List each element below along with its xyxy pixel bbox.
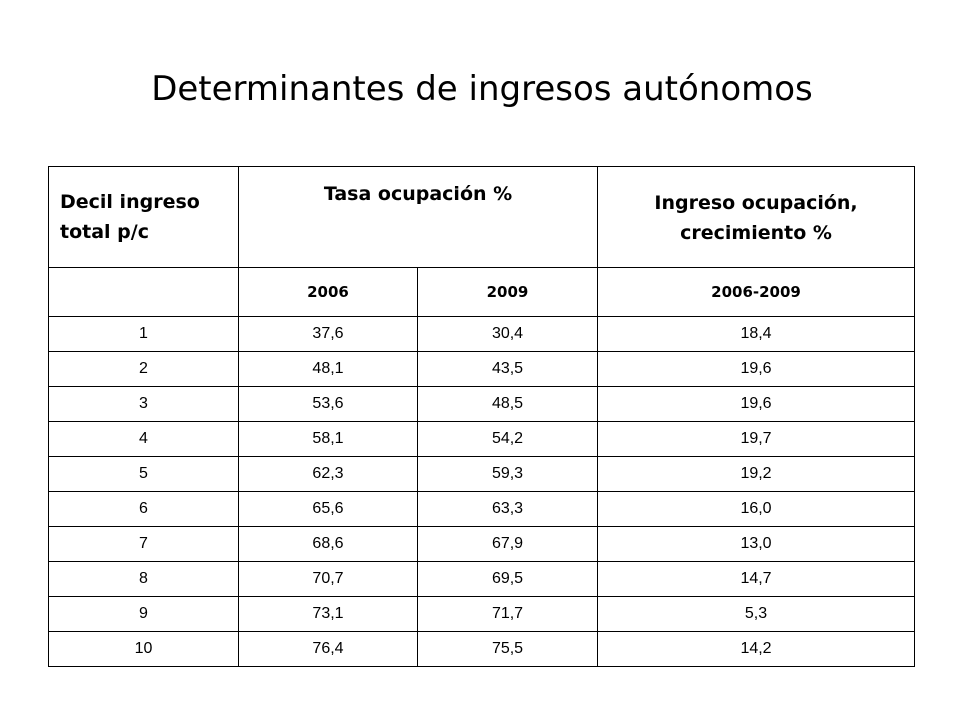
table-row: 5 62,3 59,3 19,2 [48,456,916,492]
cell-growth: 18,4 [597,316,916,352]
cell-rate-2006: 76,4 [238,631,418,667]
table-row: 4 58,1 54,2 19,7 [48,421,916,457]
cell-decile: 6 [48,491,239,527]
cell-rate-2009: 69,5 [416,561,599,597]
cell-rate-2006: 37,6 [238,316,418,352]
cell-rate-2006: 65,6 [238,491,418,527]
cell-rate-2009: 43,5 [416,351,599,387]
cell-rate-2006: 70,7 [238,561,418,597]
income-determinants-table: Decil ingreso total p/c Tasa ocupación %… [48,166,916,667]
subheader-decile [48,267,239,317]
cell-growth: 13,0 [597,526,916,562]
cell-growth: 19,2 [597,456,916,492]
cell-decile: 1 [48,316,239,352]
cell-growth: 5,3 [597,596,916,632]
cell-rate-2009: 59,3 [416,456,599,492]
cell-rate-2009: 71,7 [416,596,599,632]
table-row: 2 48,1 43,5 19,6 [48,351,916,387]
table-row: 6 65,6 63,3 16,0 [48,491,916,527]
cell-rate-2006: 68,6 [238,526,418,562]
table-row: 10 76,4 75,5 14,2 [48,631,916,667]
cell-decile: 7 [48,526,239,562]
cell-decile: 4 [48,421,239,457]
table-row: 3 53,6 48,5 19,6 [48,386,916,422]
cell-decile: 10 [48,631,239,667]
table-row: 1 37,6 30,4 18,4 [48,316,916,352]
cell-rate-2009: 48,5 [416,386,599,422]
cell-growth: 19,6 [597,386,916,422]
cell-rate-2009: 54,2 [416,421,599,457]
cell-growth: 19,6 [597,351,916,387]
table-row: 9 73,1 71,7 5,3 [48,596,916,632]
cell-growth: 14,2 [597,631,916,667]
cell-decile: 9 [48,596,239,632]
cell-decile: 8 [48,561,239,597]
subheader-year-2009: 2009 [416,267,599,317]
cell-rate-2006: 58,1 [238,421,418,457]
cell-decile: 3 [48,386,239,422]
cell-decile: 2 [48,351,239,387]
cell-rate-2006: 53,6 [238,386,418,422]
table-subheader-row: 2006 2009 2006-2009 [48,267,916,317]
cell-rate-2009: 75,5 [416,631,599,667]
header-decile: Decil ingreso total p/c [48,166,239,268]
table-row: 7 68,6 67,9 13,0 [48,526,916,562]
cell-rate-2006: 48,1 [238,351,418,387]
cell-decile: 5 [48,456,239,492]
slide-title: Determinantes de ingresos autónomos [151,69,813,109]
subheader-year-2006: 2006 [238,267,418,317]
cell-growth: 16,0 [597,491,916,527]
cell-rate-2009: 30,4 [416,316,599,352]
cell-rate-2006: 62,3 [238,456,418,492]
cell-rate-2009: 67,9 [416,526,599,562]
cell-growth: 14,7 [597,561,916,597]
cell-rate-2006: 73,1 [238,596,418,632]
header-income-growth: Ingreso ocupación, crecimiento % [597,166,916,268]
cell-rate-2009: 63,3 [416,491,599,527]
header-employment-rate: Tasa ocupación % [237,166,599,268]
table-header-row: Decil ingreso total p/c Tasa ocupación %… [48,166,916,268]
table-row: 8 70,7 69,5 14,7 [48,561,916,597]
subheader-period: 2006-2009 [597,267,916,317]
cell-growth: 19,7 [597,421,916,457]
